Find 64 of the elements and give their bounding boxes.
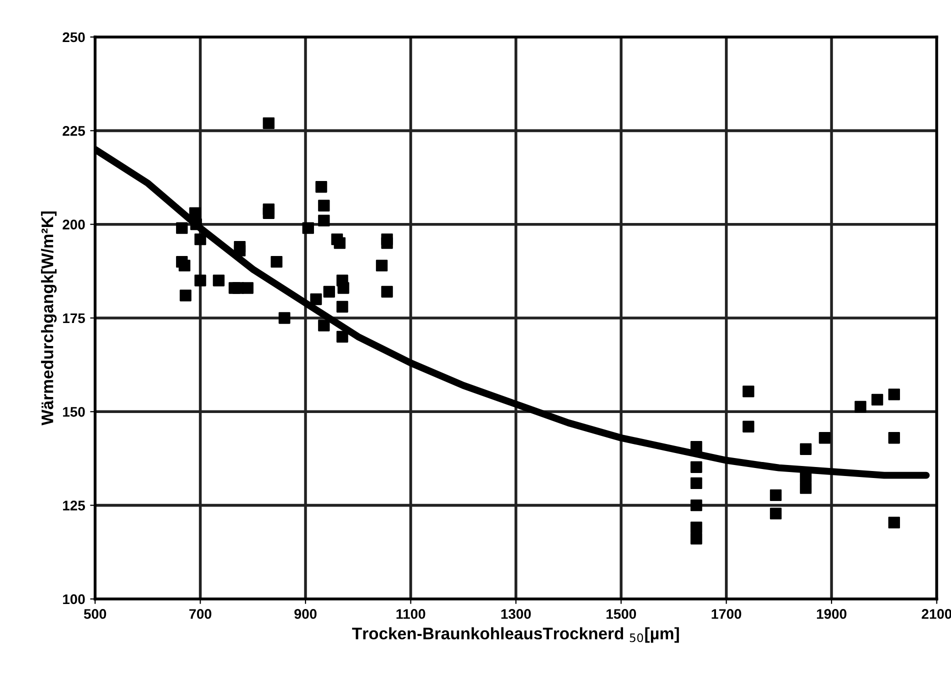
x-axis-title: Trocken-BraunkohleausTrocknerd $_{50}$[µm] xyxy=(352,627,679,643)
point xyxy=(180,290,192,302)
point xyxy=(262,207,275,219)
point xyxy=(302,222,314,234)
y-axis-title: Wärmedurchgangk[W/m²K] xyxy=(41,212,57,426)
point xyxy=(888,432,900,444)
point xyxy=(854,400,866,413)
point xyxy=(270,256,282,268)
point xyxy=(690,477,702,490)
point xyxy=(381,286,393,298)
point xyxy=(800,482,812,494)
point xyxy=(318,200,330,212)
point xyxy=(323,286,336,298)
point xyxy=(242,282,254,294)
point xyxy=(690,522,702,534)
y-tick-label: 225 xyxy=(62,126,85,136)
point xyxy=(176,222,188,234)
x-tick-label: 1500 xyxy=(606,609,636,619)
point xyxy=(338,282,350,294)
point xyxy=(334,237,346,249)
point xyxy=(178,260,190,272)
point xyxy=(234,244,246,256)
point xyxy=(194,233,206,246)
point xyxy=(194,274,206,286)
x-tick-label: 1300 xyxy=(501,609,531,619)
point xyxy=(690,499,702,512)
x-tick-label: 700 xyxy=(189,609,212,619)
point xyxy=(690,461,702,473)
point xyxy=(381,237,393,249)
point xyxy=(800,443,812,455)
x-tick-label: 1700 xyxy=(712,609,742,619)
x-tick-label: 900 xyxy=(294,609,317,619)
point xyxy=(690,441,702,453)
point xyxy=(310,293,322,306)
point xyxy=(212,274,225,286)
point xyxy=(189,207,201,219)
point xyxy=(888,516,900,528)
point xyxy=(690,532,702,544)
point xyxy=(262,117,275,130)
point xyxy=(770,489,782,502)
point xyxy=(318,214,330,226)
y-tick-label: 150 xyxy=(63,406,85,417)
point xyxy=(336,300,348,313)
point xyxy=(818,432,831,444)
point xyxy=(742,386,754,398)
point xyxy=(742,420,754,432)
point xyxy=(800,471,812,484)
point xyxy=(190,218,202,230)
x-tick-label: 1100 xyxy=(396,609,426,619)
point xyxy=(315,181,328,193)
y-tick-label: 125 xyxy=(63,500,85,510)
x-tick-label: 1900 xyxy=(816,609,846,619)
point xyxy=(278,312,290,324)
point xyxy=(871,394,884,406)
y-tick-label: 250 xyxy=(62,32,85,42)
x-tick-label: 500 xyxy=(84,609,106,619)
point xyxy=(336,330,348,343)
point xyxy=(770,508,782,520)
point xyxy=(318,320,330,332)
point xyxy=(376,260,388,272)
point xyxy=(888,388,900,400)
y-tick-label: 200 xyxy=(62,220,85,230)
y-tick-label: 100 xyxy=(63,594,85,604)
y-tick-label: 175 xyxy=(63,313,85,324)
